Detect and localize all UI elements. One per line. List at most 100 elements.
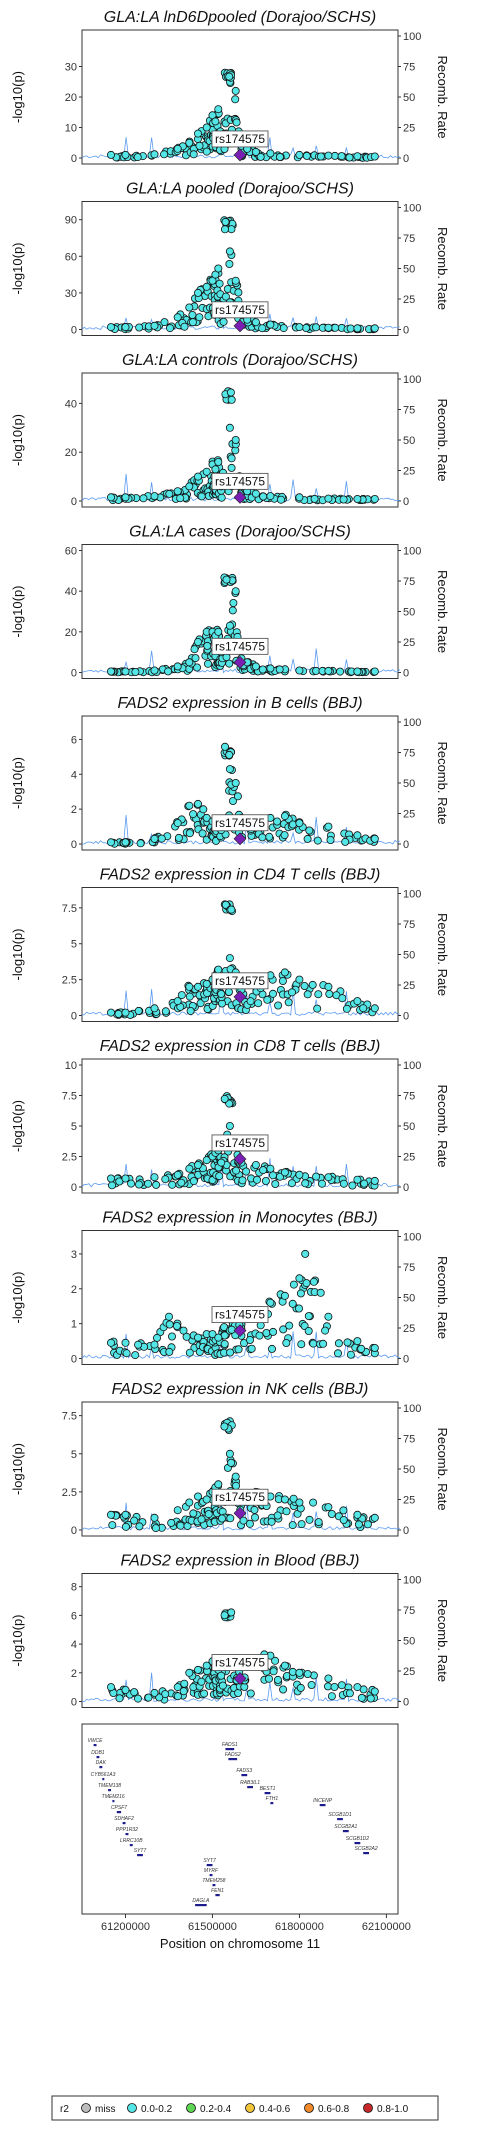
y-tick-label: 0 [71, 496, 77, 508]
snp-point [296, 1289, 305, 1298]
lead-snp-label-box [211, 972, 269, 990]
snp-point [295, 1170, 304, 1179]
recomb-tick-label: 50 [403, 1636, 415, 1648]
snp-point [190, 645, 199, 654]
snp-point [185, 1164, 194, 1173]
snp-point [288, 1521, 297, 1530]
snp-point [121, 323, 130, 332]
snp-point [214, 627, 223, 636]
snp-point [167, 1332, 176, 1341]
snp-point [245, 1519, 254, 1528]
snp-point [173, 1506, 182, 1515]
snp-point [314, 990, 323, 999]
recomb-tick-label: 0 [403, 668, 409, 680]
snp-point [264, 1674, 273, 1683]
snp-point [324, 494, 333, 503]
snp-point [288, 1299, 297, 1308]
lead-snp-marker [233, 148, 247, 162]
snp-point [215, 279, 224, 288]
recomb-tick-label: 25 [403, 1323, 415, 1335]
lead-snp-label-box [211, 637, 269, 655]
snp-point [323, 1682, 332, 1691]
gene-label: FADS3 [236, 1768, 252, 1774]
snp-point [121, 493, 130, 502]
snp-point [295, 1668, 304, 1677]
gene-body [137, 1854, 143, 1857]
snp-point [134, 1180, 143, 1189]
lead-snp-label: rs174575 [215, 474, 265, 488]
snp-point [246, 1689, 255, 1698]
gene-label: DAK [96, 1760, 107, 1766]
snp-point [342, 1004, 351, 1013]
snp-point [189, 1509, 198, 1518]
points [107, 900, 379, 1019]
snp-point [197, 492, 206, 501]
snp-point [324, 1312, 333, 1321]
snp-point [252, 1175, 261, 1184]
snp-point [324, 666, 333, 675]
snp-point [339, 495, 348, 504]
snp-point [160, 318, 169, 327]
snp-point [177, 1178, 186, 1187]
y-axis-label: -log10(p) [10, 414, 25, 466]
snp-point [202, 147, 211, 156]
gene-body [96, 1756, 100, 1759]
snp-point [331, 323, 340, 332]
snp-point [127, 1179, 136, 1188]
y-tick-label: 20 [65, 447, 77, 459]
snp-point [193, 129, 202, 138]
snp-point [189, 810, 198, 819]
snp-point [325, 990, 334, 999]
gene-body [195, 1904, 207, 1907]
legend-label: 0.8-1.0 [377, 2104, 409, 2115]
snp-point [173, 313, 182, 322]
snp-point [219, 317, 228, 326]
legend-box [51, 2095, 439, 2121]
snp-point [266, 664, 275, 673]
gene-body [206, 1864, 213, 1867]
panel-title: FADS2 expression in CD8 T cells (BBJ) [100, 1038, 381, 1055]
snp-point [304, 1327, 313, 1336]
lead-snp-marker [233, 1672, 247, 1685]
snp-point [157, 834, 166, 843]
snp-point [258, 324, 267, 333]
snp-point [121, 838, 130, 847]
snp-point [339, 1506, 348, 1515]
snp-point [232, 1166, 241, 1175]
snp-point [284, 998, 293, 1007]
snp-point [231, 1481, 240, 1490]
x-axis-label: Position on chromosome 11 [160, 1936, 320, 1951]
snp-point [220, 225, 229, 234]
gene-scgb1d1: SCGB1D1 [328, 1812, 352, 1821]
panel-title: GLA:LA controls (Dorajoo/SCHS) [122, 352, 358, 369]
gene-body [99, 1766, 103, 1769]
snp-point [214, 1480, 223, 1489]
snp-point [282, 1507, 291, 1516]
snp-point [227, 463, 236, 472]
snp-point [324, 151, 333, 160]
gene-label: DAGLA [192, 1898, 210, 1904]
snp-point [267, 1517, 276, 1526]
recomb-tick-label: 100 [403, 1575, 421, 1587]
snp-point [199, 805, 208, 814]
lead-snp-marker [233, 490, 247, 504]
snp-point [139, 494, 148, 503]
points [107, 1608, 379, 1704]
snp-point [337, 1681, 346, 1690]
snp-point [185, 1498, 194, 1507]
snp-point [135, 1522, 144, 1531]
snp-point [273, 1511, 282, 1520]
snp-point [211, 117, 220, 126]
snp-point [256, 152, 265, 161]
gene-syt7: SYT7 [203, 1858, 216, 1867]
gene-label: SYT7 [134, 1848, 147, 1854]
snp-point [203, 641, 212, 650]
gene-label: SCGB2A2 [355, 1846, 378, 1852]
snp-point [266, 492, 275, 501]
snp-point [348, 1181, 357, 1190]
snp-point [217, 1514, 226, 1523]
recomb-tick-label: 0 [403, 1354, 409, 1366]
y-tick-label: 4 [71, 1639, 77, 1651]
recomb-tick-label: 75 [403, 233, 415, 245]
snp-point [218, 1681, 227, 1690]
